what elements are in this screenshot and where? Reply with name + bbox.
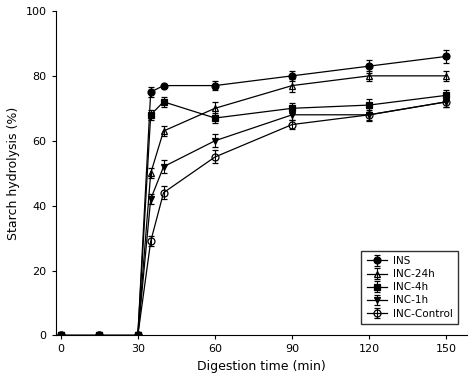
Y-axis label: Starch hydrolysis (%): Starch hydrolysis (%)	[7, 106, 20, 240]
X-axis label: Digestion time (min): Digestion time (min)	[197, 360, 326, 373]
Legend: INS, INC-24h, INC-4h, INC-1h, INC-Control: INS, INC-24h, INC-4h, INC-1h, INC-Contro…	[361, 251, 458, 324]
